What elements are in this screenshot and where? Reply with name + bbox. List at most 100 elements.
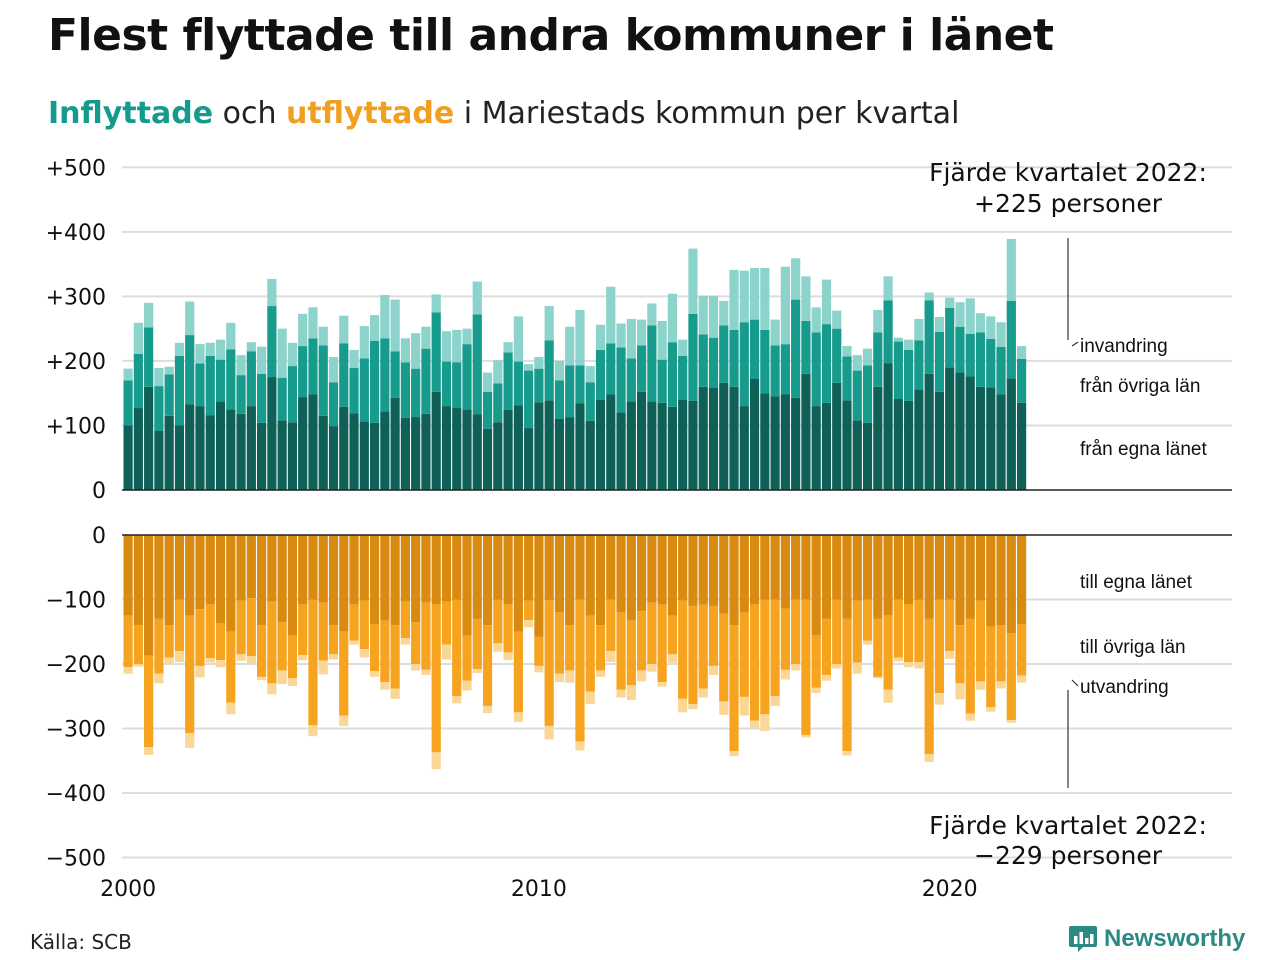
inflow-bar-own-county [996,394,1006,490]
inflow-bar-other-counties [739,322,749,407]
inflow-bar-other-counties [965,333,975,377]
inflow-bar-own-county [862,422,873,490]
inflow-bar-own-county [595,399,606,490]
inflow-bar-other-counties [369,340,380,423]
outflow-bar-other-counties [123,615,133,668]
inflow-bar-own-county [749,378,760,490]
inflow-bar-other-counties [236,375,246,414]
outflow-bar-other-counties [328,625,339,655]
outflow-bar-other-counties [431,604,441,753]
inflow-bar-other-counties [195,363,205,407]
inflow-annotation-line2: +225 personer [974,189,1163,218]
outflow-bar-other-counties [369,624,380,672]
outflow-bar-emigration [924,754,934,763]
outflow-bar-emigration [524,620,534,628]
outflow-y-tick-label: 0 [92,524,106,549]
inflow-bar-immigration [472,281,482,315]
inflow-bar-immigration [924,292,934,301]
inflow-bar-own-county [215,401,226,490]
outflow-bar-emigration [298,654,308,661]
inflow-bar-immigration [996,322,1006,347]
outflow-bar-own-county [688,535,698,606]
inflow-bar-own-county [575,403,585,490]
outflow-bar-other-counties [554,612,565,674]
inflow-bar-other-counties [359,358,369,422]
outflow-bar-own-county [647,535,657,603]
outflow-bar-emigration [873,676,883,679]
series-label-connector [1071,679,1079,687]
chart-svg: 0 +100 +200 +300 +400 +500 0 −100 −200 −300 −400 −5… [46,156,1232,902]
outflow-bar-own-county [965,535,975,619]
inflow-bar-immigration [503,342,513,353]
outflow-bar-emigration [770,696,780,706]
inflow-bar-own-county [431,391,441,490]
inflow-bar-immigration [606,286,616,344]
outflow-bar-other-counties [246,598,256,657]
outflow-bar-emigration [195,665,205,678]
outflow-bar-emigration [452,696,462,704]
inflow-bar-own-county [678,399,688,490]
outflow-bar-own-county [955,535,965,626]
outflow-bar-other-counties [934,599,945,694]
outflow-bar-other-counties [883,614,893,690]
inflow-bar-immigration [595,324,606,350]
inflow-bar-own-county [226,409,236,490]
inflow-bar-other-counties [667,342,678,407]
inflow-bar-own-county [801,373,811,490]
outflow-bar-emigration [780,669,790,680]
outflow-bar-emigration [482,705,493,714]
outflow-bar-emigration [369,671,380,677]
outflow-bar-own-county [431,535,441,605]
outflow-bar-other-counties [236,600,246,655]
inflow-bar-immigration [565,326,575,366]
inflow-bar-own-county [554,419,565,490]
outflow-bar-own-county [554,535,565,613]
inflow-bar-other-counties [503,352,513,410]
inflow-bar-own-county [359,421,369,490]
outflow-bar-own-county [441,535,452,602]
inflow-bar-immigration [739,270,749,323]
outflow-bar-own-county [811,535,821,635]
inflow-bar-other-counties [934,331,945,392]
outflow-bar-emigration [739,696,749,716]
inflow-bar-immigration [513,316,523,362]
x-tick-label: 2020 [922,877,978,902]
inflow-bar-immigration [205,342,215,356]
inflow-bar-other-counties [595,349,606,400]
inflow-bar-other-counties [318,345,328,416]
inflow-bar-immigration [339,315,349,344]
inflow-bar-immigration [729,269,739,330]
outflow-bar-emigration [852,662,862,674]
inflow-bar-other-counties [380,338,390,412]
inflow-bar-immigration [986,316,996,339]
inflow-bar-own-county [339,406,349,490]
outflow-bar-own-county [421,535,431,603]
inflow-bar-other-counties [154,386,164,431]
inflow-y-tick-label: +100 [46,414,106,439]
outflow-bar-other-counties [1006,633,1016,721]
outflow-bar-own-county [164,535,174,626]
inflow-bar-own-county [287,422,298,490]
inflow-bar-other-counties [832,328,842,383]
outflow-bar-emigration [904,662,914,668]
outflow-bar-emigration [667,654,678,663]
inflow-bar-own-county [503,409,513,490]
outflow-bar-other-counties [441,601,452,645]
inflow-bar-own-county [534,402,544,490]
outflow-bar-emigration [626,685,636,701]
outflow-bar-emigration [133,664,143,667]
inflow-bar-other-counties [585,382,595,421]
inflow-bar-other-counties [893,341,903,399]
inflow-bar-other-counties [616,347,626,413]
outflow-bar-own-county [544,535,554,601]
outflow-bar-other-counties [770,599,780,697]
outflow-bar-other-counties [174,599,185,652]
inflow-bar-own-county [318,415,328,490]
inflow-bar-immigration [287,342,298,367]
inflow-bar-other-counties [462,344,472,410]
outflow-bar-emigration [585,691,595,704]
outflow-bar-other-counties [411,622,421,664]
outflow-bar-own-county [452,535,462,600]
brand-name: Newsworthy [1104,925,1246,952]
inflow-bar-other-counties [606,343,616,395]
